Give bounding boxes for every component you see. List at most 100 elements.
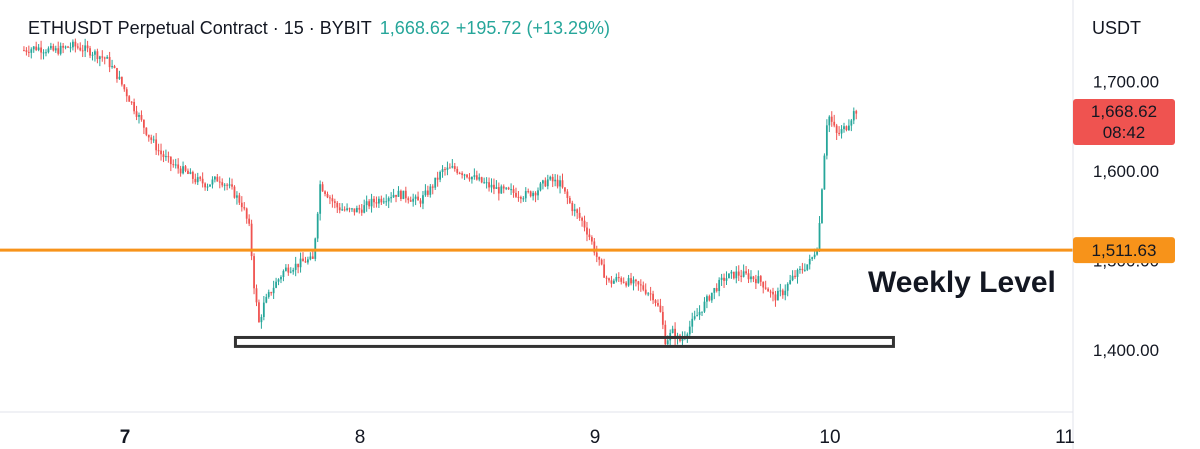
- candle-up: [691, 318, 694, 327]
- candle-down: [605, 277, 608, 279]
- candle-up: [554, 179, 557, 182]
- candle-down: [326, 193, 329, 198]
- candle-down: [480, 177, 483, 183]
- candle-down: [231, 184, 233, 187]
- candle-down: [302, 258, 304, 262]
- candle-up: [701, 311, 703, 313]
- candle-up: [223, 184, 226, 186]
- candle-down: [204, 183, 206, 188]
- candle-up: [703, 301, 706, 312]
- candle-down: [62, 45, 65, 48]
- candle-down: [845, 126, 848, 131]
- candle-up: [299, 258, 302, 268]
- candle-down: [409, 200, 412, 202]
- candle-down: [243, 207, 246, 209]
- candle-down: [287, 267, 290, 273]
- candle-up: [843, 126, 845, 130]
- candle-up: [54, 48, 57, 51]
- candle-down: [657, 303, 659, 306]
- candle-up: [282, 270, 285, 277]
- candle-up: [91, 54, 94, 56]
- candle-up: [803, 269, 806, 271]
- candle-up: [796, 269, 799, 277]
- candle-up: [382, 201, 385, 203]
- candle-down: [561, 180, 564, 188]
- candle-down: [502, 186, 505, 189]
- candle-up: [307, 259, 309, 263]
- candle-down: [620, 278, 623, 282]
- candle-down: [745, 271, 747, 274]
- candle-up: [152, 139, 155, 141]
- candle-down: [659, 305, 662, 312]
- candle-down: [581, 217, 583, 221]
- candle-up: [309, 256, 312, 260]
- candle-down: [512, 189, 515, 193]
- candle-down: [358, 207, 361, 210]
- candle-down: [130, 101, 133, 103]
- candle-up: [319, 184, 322, 214]
- y-tick-label: 1,700.00: [1093, 73, 1159, 92]
- candle-down: [759, 276, 762, 282]
- candle-up: [549, 176, 552, 180]
- candle-down: [162, 154, 165, 158]
- candle-up: [118, 76, 121, 79]
- candle-up: [710, 292, 713, 301]
- candle-up: [730, 271, 733, 274]
- candle-up: [757, 276, 760, 284]
- candle-up: [434, 177, 437, 188]
- candle-down: [431, 186, 434, 188]
- candle-down: [155, 139, 158, 151]
- candle-down: [321, 184, 324, 192]
- candle-up: [236, 195, 238, 198]
- candle-up: [451, 166, 454, 168]
- candle-up: [228, 184, 231, 186]
- y-tick-label: 1,400.00: [1093, 341, 1159, 360]
- candle-up: [392, 194, 395, 198]
- candle-up: [402, 190, 405, 199]
- candle-down: [466, 174, 468, 178]
- candle-down: [348, 208, 351, 210]
- candle-down: [564, 187, 566, 192]
- candle-up: [786, 283, 789, 291]
- candle-down: [642, 285, 645, 290]
- candle-down: [519, 197, 522, 199]
- candle-down: [248, 218, 251, 224]
- candle-up: [811, 257, 814, 259]
- candle-down: [108, 56, 111, 68]
- candle-down: [331, 198, 334, 202]
- candle-down: [617, 277, 620, 279]
- candle-down: [86, 45, 89, 49]
- candle-up: [284, 267, 287, 271]
- candle-down: [52, 46, 55, 51]
- x-tick-label: 11: [1055, 427, 1075, 448]
- candle-up: [267, 292, 270, 297]
- candle-up: [45, 52, 47, 54]
- candle-down: [304, 261, 307, 263]
- candle-down: [661, 311, 664, 325]
- candle-up: [106, 56, 109, 59]
- candle-down: [801, 268, 804, 271]
- candle-down: [475, 175, 478, 180]
- candle-up: [784, 290, 787, 296]
- candle-down: [737, 271, 740, 276]
- candle-down: [630, 278, 632, 284]
- candle-down: [715, 288, 718, 292]
- candle-down: [595, 252, 598, 257]
- candle-up: [828, 116, 831, 126]
- candle-down: [167, 156, 170, 158]
- candle-down: [218, 181, 221, 183]
- candle-up: [816, 249, 818, 255]
- candle-up: [280, 276, 282, 280]
- candle-down: [747, 273, 750, 280]
- candle-down: [664, 324, 667, 345]
- candle-up: [490, 184, 493, 188]
- candle-down: [637, 281, 640, 285]
- candle-up: [289, 271, 292, 273]
- x-axis-ticks: 7 8 9 10 11: [120, 427, 1075, 448]
- candle-down: [101, 56, 104, 58]
- candle-down: [120, 76, 123, 85]
- candle-up: [505, 187, 508, 189]
- candle-down: [590, 237, 593, 242]
- candle-down: [160, 150, 162, 155]
